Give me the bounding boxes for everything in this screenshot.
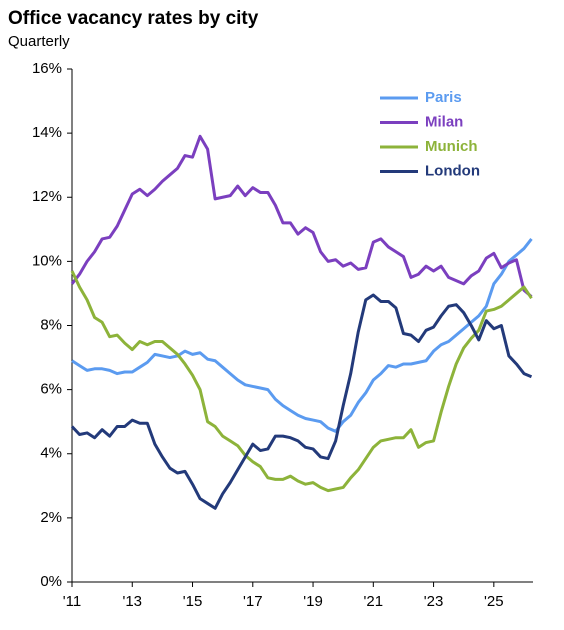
y-tick-label: 8% — [40, 316, 62, 333]
x-tick-label: '15 — [183, 593, 203, 610]
y-tick-label: 2% — [40, 509, 62, 526]
legend-label: Milan — [425, 113, 463, 130]
chart-subtitle: Quarterly — [8, 33, 70, 50]
series-line — [70, 134, 533, 298]
y-tick-label: 0% — [40, 573, 62, 590]
y-tick-label: 4% — [40, 445, 62, 462]
y-tick-label: 16% — [32, 60, 62, 77]
y-tick-label: 12% — [32, 188, 62, 205]
x-tick-label: '21 — [364, 593, 384, 610]
y-tick-label: 6% — [40, 381, 62, 398]
legend-label: London — [425, 162, 480, 179]
legend-label: Munich — [425, 138, 478, 155]
legend-label: Paris — [425, 89, 462, 106]
x-tick-label: '19 — [303, 593, 323, 610]
series-line — [71, 238, 533, 433]
y-tick-label: 10% — [32, 252, 62, 269]
x-tick-label: '25 — [484, 593, 504, 610]
x-tick-label: '17 — [243, 593, 263, 610]
x-tick-label: '13 — [122, 593, 142, 610]
x-tick-label: '23 — [424, 593, 444, 610]
chart-title: Office vacancy rates by city — [8, 8, 259, 29]
series-line — [70, 293, 533, 510]
x-tick-label: '11 — [63, 593, 81, 610]
series-line — [70, 270, 533, 493]
y-tick-label: 14% — [32, 124, 62, 141]
